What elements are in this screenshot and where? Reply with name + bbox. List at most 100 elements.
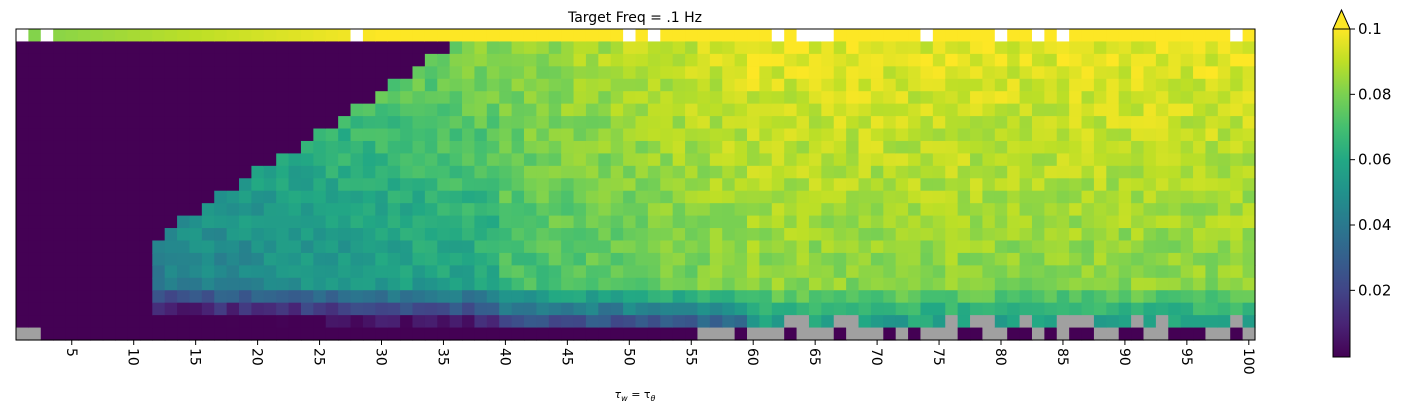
heatmap-cell bbox=[759, 228, 773, 242]
heatmap-cell bbox=[276, 103, 290, 117]
heatmap-cell bbox=[424, 29, 438, 43]
heatmap-cell bbox=[152, 128, 166, 142]
heatmap-cell bbox=[747, 91, 760, 105]
heatmap-cell bbox=[957, 153, 971, 167]
heatmap-cell bbox=[870, 140, 884, 154]
heatmap-cell bbox=[635, 53, 649, 67]
heatmap-cell bbox=[759, 29, 773, 43]
heatmap-cell bbox=[375, 165, 389, 179]
heatmap-cell bbox=[1155, 315, 1169, 329]
heatmap-cell bbox=[635, 203, 649, 217]
heatmap-cell bbox=[53, 315, 67, 329]
heatmap-cell bbox=[338, 53, 352, 67]
heatmap-cell bbox=[883, 228, 897, 242]
heatmap-cell bbox=[338, 228, 352, 242]
heatmap-cell bbox=[251, 265, 265, 279]
heatmap-cell bbox=[610, 290, 624, 304]
heatmap-cell bbox=[313, 252, 327, 266]
heatmap-cell bbox=[598, 203, 612, 217]
heatmap-cell bbox=[573, 53, 587, 67]
heatmap-cell bbox=[784, 53, 798, 67]
heatmap-cell bbox=[1143, 128, 1157, 142]
heatmap-cell bbox=[870, 252, 884, 266]
heatmap-cell bbox=[1093, 252, 1107, 266]
heatmap-cell bbox=[1143, 53, 1157, 67]
x-tick-label: 25 bbox=[311, 348, 327, 366]
heatmap-cell bbox=[338, 190, 352, 204]
heatmap-cell bbox=[102, 41, 116, 55]
heatmap-cell bbox=[1242, 78, 1256, 92]
heatmap-cell bbox=[1180, 315, 1194, 329]
heatmap-cell bbox=[1217, 53, 1231, 67]
heatmap-cell bbox=[846, 128, 860, 142]
heatmap-cell bbox=[214, 178, 228, 192]
heatmap-cell bbox=[808, 78, 822, 92]
heatmap-cell bbox=[994, 215, 1008, 229]
heatmap-cell bbox=[672, 190, 686, 204]
heatmap-cell bbox=[747, 290, 760, 304]
heatmap-cell bbox=[300, 290, 314, 304]
heatmap-cell bbox=[350, 302, 364, 316]
heatmap-cell bbox=[115, 140, 129, 154]
heatmap-cell bbox=[1007, 165, 1021, 179]
heatmap-cell bbox=[932, 265, 946, 279]
heatmap-cell bbox=[573, 277, 587, 291]
heatmap-cell bbox=[585, 215, 599, 229]
heatmap-cell bbox=[177, 302, 191, 316]
heatmap-cell bbox=[53, 53, 67, 67]
heatmap-cell bbox=[375, 140, 389, 154]
heatmap-cell bbox=[288, 215, 302, 229]
heatmap-cell bbox=[437, 277, 451, 291]
heatmap-cell bbox=[858, 290, 872, 304]
heatmap-cell bbox=[65, 215, 79, 229]
heatmap-cell bbox=[251, 290, 265, 304]
heatmap-cell bbox=[573, 215, 587, 229]
heatmap-cell bbox=[350, 203, 364, 217]
heatmap-cell bbox=[325, 165, 339, 179]
heatmap-cell bbox=[28, 116, 42, 130]
heatmap-cell bbox=[28, 265, 42, 279]
heatmap-cell bbox=[1143, 265, 1157, 279]
heatmap-cell bbox=[412, 116, 426, 130]
heatmap-cell bbox=[288, 53, 302, 67]
heatmap-cell bbox=[362, 103, 376, 117]
heatmap-cell bbox=[573, 203, 587, 217]
heatmap-cell bbox=[945, 66, 959, 80]
heatmap-cell bbox=[734, 153, 748, 167]
heatmap-cell bbox=[1019, 66, 1033, 80]
heatmap-cell bbox=[870, 178, 884, 192]
heatmap-cell bbox=[970, 91, 984, 105]
heatmap-cell bbox=[1044, 91, 1058, 105]
heatmap-cell bbox=[536, 29, 550, 43]
heatmap-cell bbox=[462, 41, 476, 55]
heatmap-cell bbox=[276, 252, 290, 266]
heatmap-cell bbox=[127, 178, 141, 192]
heatmap-cell bbox=[536, 252, 550, 266]
x-tick-label: 100 bbox=[1240, 348, 1256, 375]
heatmap-cell bbox=[400, 252, 414, 266]
heatmap-cell bbox=[1168, 128, 1182, 142]
heatmap-cell bbox=[511, 140, 525, 154]
heatmap-cell bbox=[102, 327, 116, 341]
heatmap-cell bbox=[1019, 103, 1033, 117]
heatmap-cell bbox=[474, 116, 488, 130]
heatmap-cell bbox=[635, 228, 649, 242]
heatmap-cell bbox=[424, 53, 438, 67]
heatmap-cell bbox=[474, 315, 488, 329]
heatmap-cell bbox=[313, 240, 327, 254]
heatmap-cell bbox=[1019, 240, 1033, 254]
heatmap-cell bbox=[523, 165, 537, 179]
heatmap-cell bbox=[598, 165, 612, 179]
heatmap-cell bbox=[808, 91, 822, 105]
heatmap-cell bbox=[77, 190, 91, 204]
heatmap-cell bbox=[1081, 228, 1095, 242]
heatmap-cell bbox=[177, 66, 191, 80]
heatmap-cell bbox=[511, 165, 525, 179]
heatmap-cell bbox=[362, 290, 376, 304]
heatmap-cell bbox=[139, 128, 153, 142]
heatmap-cell bbox=[164, 277, 178, 291]
heatmap-cell bbox=[784, 228, 798, 242]
heatmap-cell bbox=[932, 103, 946, 117]
heatmap-cell bbox=[1230, 215, 1244, 229]
heatmap-cell bbox=[945, 190, 959, 204]
